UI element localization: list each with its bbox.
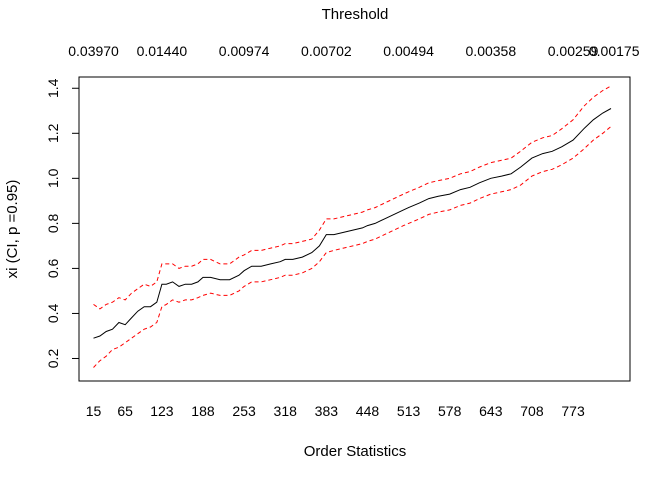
top-tick-label: 0.00974 bbox=[219, 43, 270, 59]
top-tick-label: 0.00702 bbox=[301, 43, 352, 59]
x-tick-label: 643 bbox=[479, 403, 503, 419]
series-line-lower-bound bbox=[93, 126, 612, 368]
y-tick-label: 0.2 bbox=[45, 349, 61, 369]
x-tick-label: 383 bbox=[315, 403, 339, 419]
series-layer bbox=[93, 85, 612, 368]
top-tick-label: 0.00358 bbox=[466, 43, 517, 59]
y-tick-label: 1.2 bbox=[45, 123, 61, 143]
top-axis-title: Threshold bbox=[322, 6, 389, 23]
x-tick-label: 15 bbox=[86, 403, 102, 419]
top-tick-label: 0.00175 bbox=[589, 43, 640, 59]
plot-frame bbox=[78, 76, 631, 382]
y-tick-label: 0.4 bbox=[45, 303, 61, 323]
x-tick-label: 253 bbox=[232, 403, 256, 419]
y-tick-label: 1.4 bbox=[45, 78, 61, 98]
x-tick-label: 513 bbox=[397, 403, 421, 419]
x-tick-label: 708 bbox=[520, 403, 544, 419]
x-tick-label: 773 bbox=[561, 403, 585, 419]
x-tick-label: 448 bbox=[356, 403, 380, 419]
y-tick-label: 0.8 bbox=[45, 213, 61, 233]
top-tick-label: 0.01440 bbox=[137, 43, 188, 59]
x-axis-title: Order Statistics bbox=[304, 443, 407, 460]
top-tick-label: 0.00259 bbox=[548, 43, 599, 59]
x-tick-label: 578 bbox=[438, 403, 462, 419]
top-tick-label: 0.03970 bbox=[68, 43, 119, 59]
x-tick-label: 123 bbox=[150, 403, 174, 419]
x-tick-label: 65 bbox=[117, 403, 133, 419]
y-tick-label: 1.0 bbox=[45, 168, 61, 188]
x-tick-label: 188 bbox=[191, 403, 215, 419]
ticks-layer: 15 65 123 188 253 318 383 448 513 578 643 708 773 0.0… bbox=[45, 43, 640, 419]
y-axis-title: xi (CI, p =0.95) bbox=[4, 180, 21, 279]
x-tick-label: 318 bbox=[274, 403, 298, 419]
series-line-estimate bbox=[93, 108, 612, 339]
series-line-upper-bound bbox=[93, 85, 612, 310]
y-tick-label: 0.6 bbox=[45, 258, 61, 278]
top-tick-label: 0.00494 bbox=[383, 43, 434, 59]
